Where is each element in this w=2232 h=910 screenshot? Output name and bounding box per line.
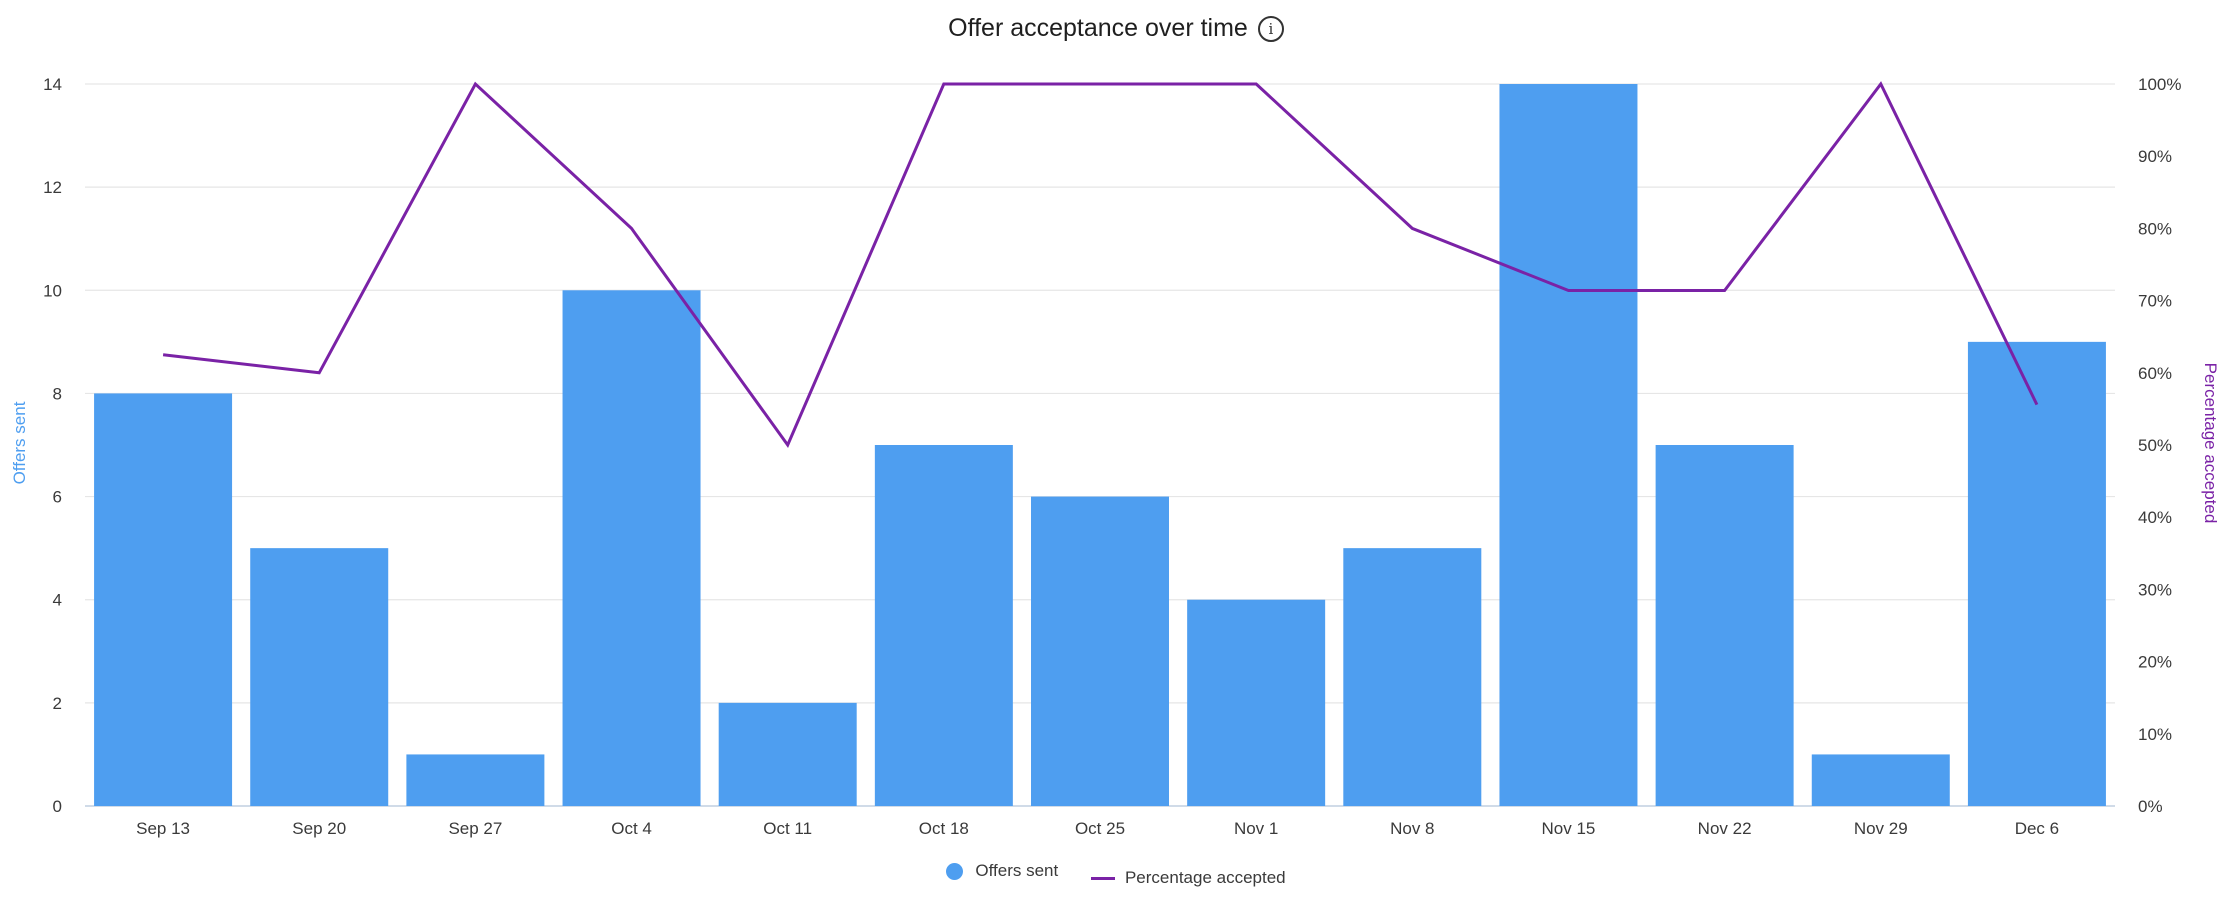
y2-tick-label: 60% (2138, 364, 2172, 383)
y2-tick-label: 50% (2138, 436, 2172, 455)
bar[interactable] (94, 393, 233, 806)
y-tick-label: 10 (43, 281, 62, 300)
line-marker-icon (1090, 876, 1115, 880)
x-tick-label: Sep 13 (136, 819, 190, 838)
y2-tick-label: 40% (2138, 508, 2172, 527)
y-tick-label: 8 (53, 384, 62, 403)
bar[interactable] (1187, 599, 1326, 806)
bar[interactable] (1343, 548, 1482, 806)
x-tick-label: Oct 11 (763, 819, 812, 838)
y2-tick-label: 30% (2138, 580, 2172, 599)
legend: Offers sent Percentage accepted (0, 861, 2232, 888)
x-tick-label: Sep 27 (448, 819, 502, 838)
x-tick-label: Nov 8 (1390, 819, 1434, 838)
y2-tick-label: 20% (2138, 653, 2172, 672)
x-tick-label: Nov 15 (1542, 819, 1596, 838)
y2-tick-label: 70% (2138, 292, 2172, 311)
x-axis-ticks: Sep 13 Sep 20 Sep 27 Oct 4 Oct 11 Oct 18 Oct 2… (136, 819, 2059, 838)
percentage-line[interactable] (162, 81, 2039, 449)
bar[interactable] (562, 290, 701, 806)
x-tick-label: Nov 29 (1854, 819, 1908, 838)
left-axis-title: Offers sent (10, 401, 29, 484)
x-tick-label: Oct 25 (1075, 819, 1125, 838)
x-tick-label: Nov 1 (1234, 819, 1278, 838)
y2-tick-label: 90% (2138, 147, 2172, 166)
x-tick-label: Oct 18 (919, 819, 969, 838)
legend-label: Offers sent (975, 861, 1059, 880)
info-icon[interactable]: i (1257, 16, 1284, 42)
y2-tick-label: 100% (2138, 75, 2181, 94)
bar[interactable] (1967, 341, 2106, 806)
x-tick-label: Dec 6 (2015, 819, 2059, 838)
y-tick-label: 2 (53, 694, 62, 713)
bar-series-offers-sent (94, 84, 2106, 806)
line-series-percentage-accepted (162, 81, 2039, 449)
legend-item-offers-sent[interactable]: Offers sent (946, 861, 1058, 881)
x-tick-label: Nov 22 (1698, 819, 1752, 838)
y-tick-label: 4 (53, 591, 62, 610)
x-tick-label: Sep 20 (292, 819, 346, 838)
legend-item-percentage-accepted[interactable]: Percentage accepted (1090, 868, 1286, 888)
y-tick-label: 12 (43, 178, 62, 197)
bar[interactable] (874, 445, 1013, 806)
y2-tick-label: 10% (2138, 725, 2172, 744)
y-tick-label: 14 (43, 75, 62, 94)
legend-label: Percentage accepted (1124, 868, 1286, 887)
bar[interactable] (250, 548, 389, 806)
chart-title-row: Offer acceptance over time i (0, 14, 2232, 43)
chart-plot: 0 2 4 6 8 10 12 14 0% 10% 20% 30% 40% 50% 60% 70% 80% 90… (10, 75, 2220, 838)
chart-title: Offer acceptance over time (948, 14, 1248, 42)
bar[interactable] (1031, 496, 1169, 806)
left-axis-ticks: 0 2 4 6 8 10 12 14 (43, 75, 62, 816)
y-tick-label: 6 (53, 488, 62, 507)
bar[interactable] (718, 702, 857, 806)
x-tick-label: Oct 4 (611, 819, 652, 838)
bar[interactable] (1811, 754, 1950, 806)
y-tick-label: 0 (53, 797, 62, 816)
bar[interactable] (406, 754, 545, 806)
y2-tick-label: 0% (2138, 797, 2163, 816)
right-axis-ticks: 0% 10% 20% 30% 40% 50% 60% 70% 80% 90% 100% (2138, 75, 2181, 816)
bar[interactable] (1499, 84, 1638, 806)
right-axis-title: Percentage accepted (2201, 363, 2220, 524)
circle-marker-icon (946, 862, 964, 880)
y2-tick-label: 80% (2138, 219, 2172, 238)
bar[interactable] (1655, 445, 1794, 806)
